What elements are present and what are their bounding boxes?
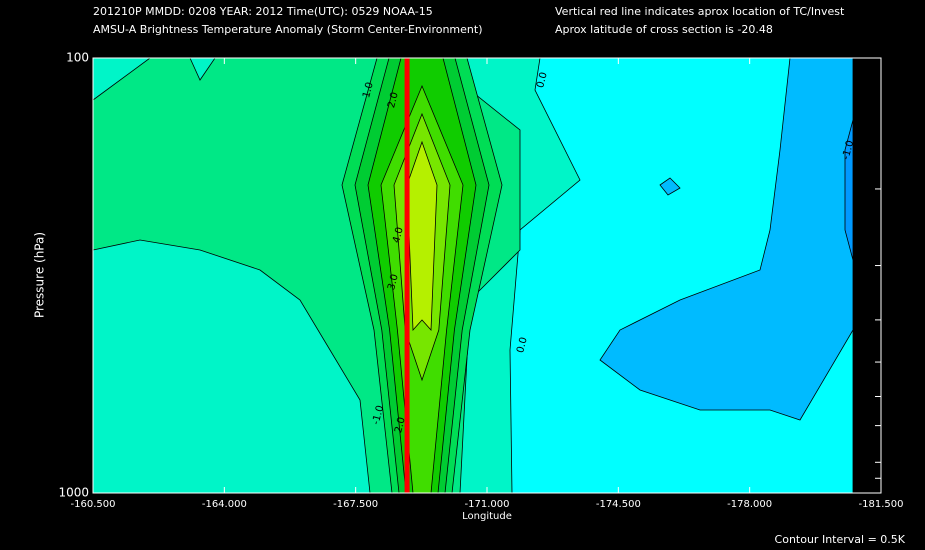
x-axis-label: Longitude: [462, 511, 512, 522]
x-tick-label: -174.500: [596, 499, 641, 510]
header-line: Aprox latitude of cross section is -20.4…: [555, 23, 773, 36]
contour-label: 2.0: [386, 91, 401, 109]
y-tick-label: 100: [66, 51, 89, 65]
contour-label: -1.0: [841, 139, 857, 161]
x-tick-label: -171.000: [465, 499, 510, 510]
contour-label: 4.0: [391, 226, 406, 244]
contour-interval: Contour Interval = 0.5K: [775, 533, 906, 546]
x-tick-label: -167.500: [333, 499, 378, 510]
contour-region: [599, 57, 854, 421]
y-tick-label: 1000: [58, 486, 89, 500]
x-tick-label: -178.000: [727, 499, 772, 510]
contour-label: 3.0: [386, 273, 401, 291]
y-axis-label: Pressure (hPa): [33, 232, 47, 318]
header-line: 201210P MMDD: 0208 YEAR: 2012 Time(UTC):…: [93, 5, 433, 18]
contour-label: 0.0: [515, 336, 530, 354]
x-tick-label: -181.500: [859, 499, 904, 510]
contour-label: 2.0: [393, 416, 408, 434]
no-data: [853, 58, 881, 493]
x-tick-label: -160.500: [71, 499, 116, 510]
x-tick-label: -164.000: [202, 499, 247, 510]
plot-area: 1.0 2.0 0.0 -1.0 4.0 3.0 0.0 -1.0 2.0: [92, 57, 881, 494]
contour-label: 1.0: [361, 81, 376, 99]
contour-label: -1.0: [371, 404, 387, 426]
contour-region: [659, 177, 681, 196]
contour-label: 0.0: [535, 71, 550, 89]
header-line: Vertical red line indicates aprox locati…: [555, 5, 845, 18]
header-line: AMSU-A Brightness Temperature Anomaly (S…: [93, 23, 483, 36]
